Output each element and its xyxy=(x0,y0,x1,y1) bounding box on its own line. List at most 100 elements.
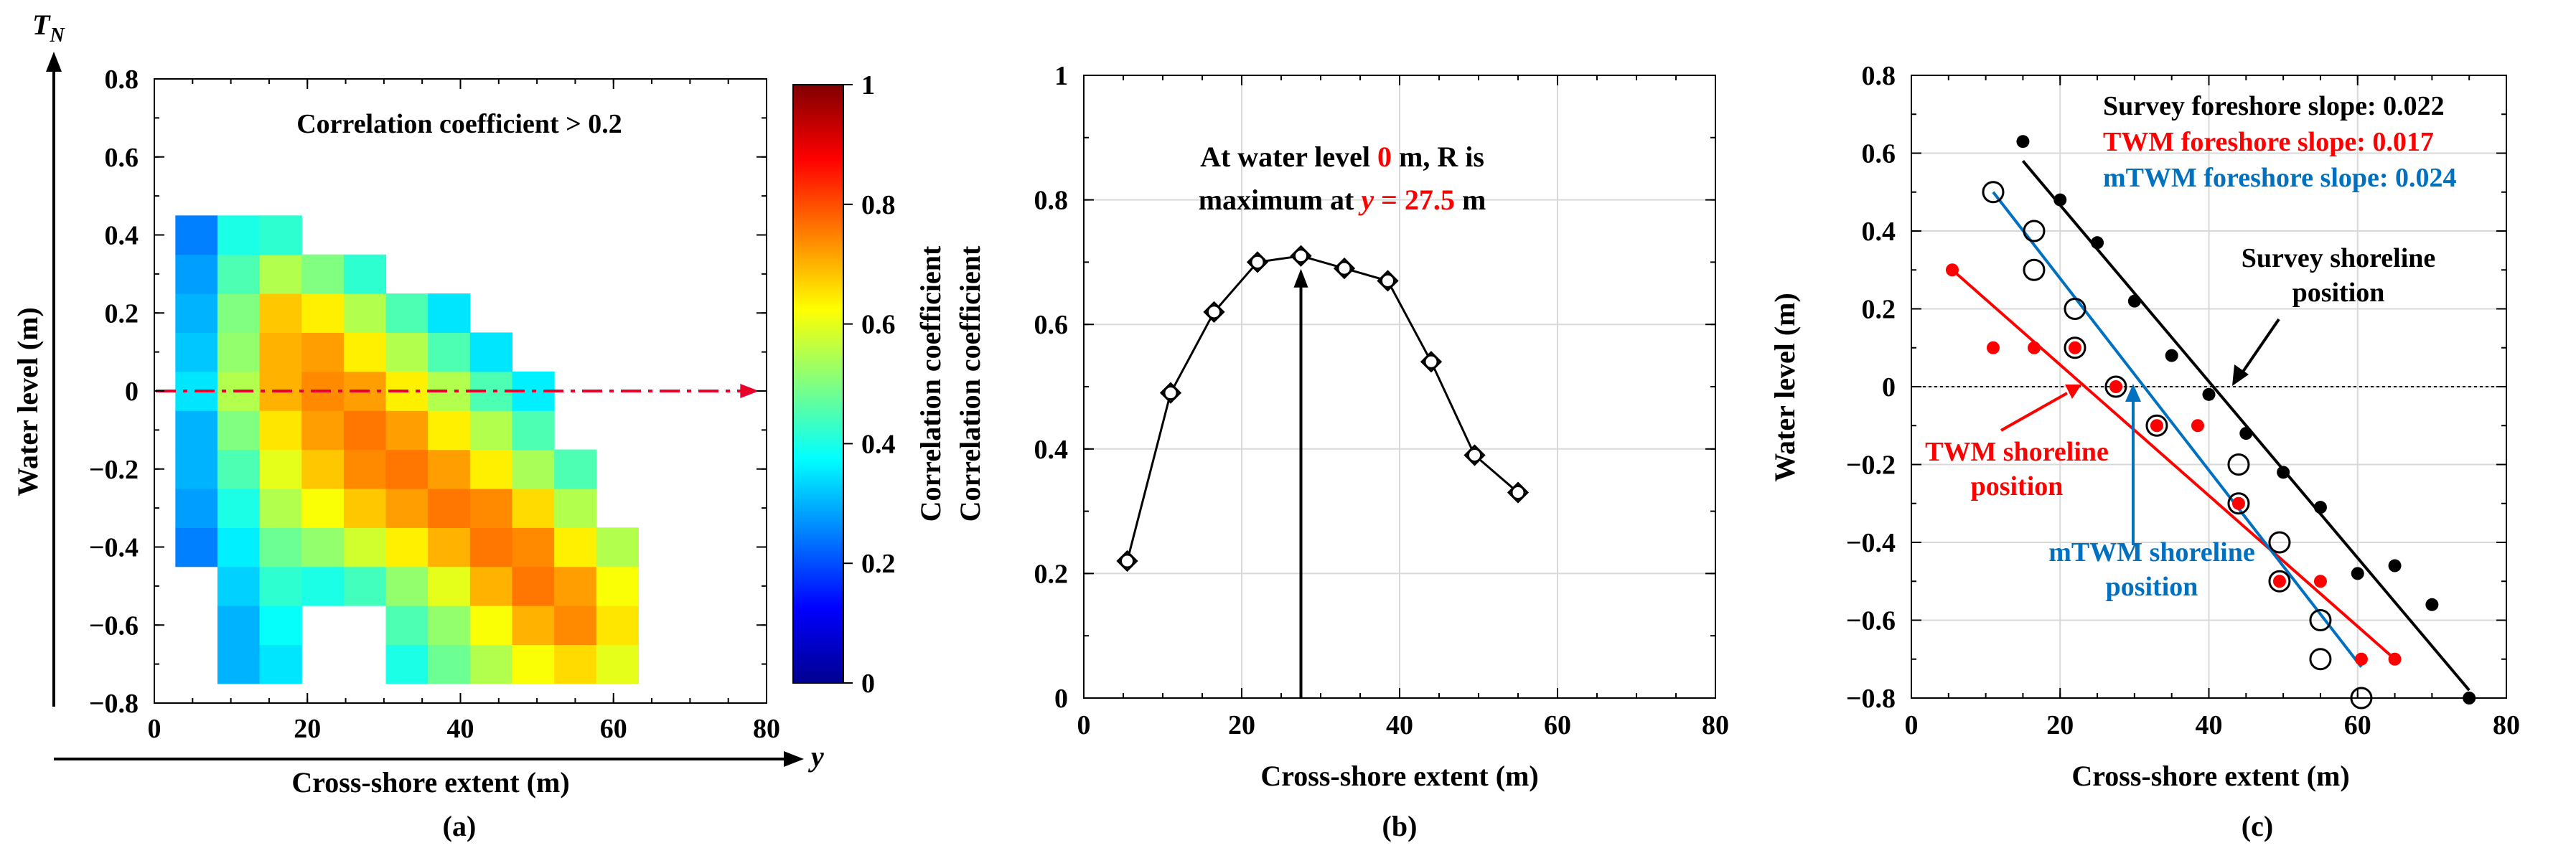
point-twm xyxy=(2191,419,2204,433)
heatmap-cell xyxy=(385,449,428,489)
heatmap-cell xyxy=(428,488,471,528)
mtwm-shoreline-label: mTWM shoreline position xyxy=(2048,537,2254,602)
colorbar-gradient xyxy=(792,84,844,684)
panel-c: 0 20 40 60 80 −0.8 −0.6 −0.4 −0.2 0 0.2 0.4 0.6 0.8 S… xyxy=(1769,61,2520,842)
fit-line-twm xyxy=(1951,268,2396,661)
panel-a-annotation: Correlation coefficient > 0.2 xyxy=(296,109,622,139)
survey-shoreline-arrowhead xyxy=(2232,364,2249,386)
panel-a-xtick-label: 20 xyxy=(294,714,321,744)
panel-b-xtick-label: 40 xyxy=(1386,710,1413,740)
panel-b-marker-ring xyxy=(1380,273,1395,288)
heatmap-cell xyxy=(385,410,428,451)
heatmap-cell xyxy=(343,449,387,489)
point-survey xyxy=(2053,193,2067,207)
heatmap-cell xyxy=(469,488,513,528)
heatmap-cell xyxy=(259,293,302,334)
heatmap-cell xyxy=(259,254,302,294)
x-axis-arrow-label: y xyxy=(808,740,824,773)
panel-c-ytick-label: 0.6 xyxy=(1862,139,1896,169)
heatmap-cell xyxy=(259,644,302,684)
heatmap-cell xyxy=(301,449,345,489)
legend-text-2: mTWM foreshore slope: 0.024 xyxy=(2103,163,2457,193)
heatmap-cell xyxy=(217,566,261,606)
heatmap-cell xyxy=(217,254,261,294)
heatmap-cell xyxy=(469,449,513,489)
panel-c-legend: Survey foreshore slope: 0.022 TWM foresho… xyxy=(2103,91,2457,193)
panel-c-ytick-label: −0.8 xyxy=(1846,684,1896,714)
heatmap-cell xyxy=(428,605,471,646)
panel-b-marker-ring xyxy=(1120,553,1135,569)
panel-b-annotation-line1: At water level 0 m, R is xyxy=(1200,141,1484,173)
point-survey xyxy=(2425,598,2439,611)
point-survey xyxy=(2127,294,2141,308)
heatmap-cell xyxy=(469,605,513,646)
panel-b-annotation-line2: maximum at y = 27.5 m xyxy=(1199,184,1486,216)
heatmap-cell xyxy=(512,449,555,489)
heatmap-cell xyxy=(554,644,597,684)
heatmap-cell xyxy=(385,488,428,528)
point-mtwm xyxy=(2309,609,2332,631)
panel-c-ylabel: Water level (m) xyxy=(1769,293,1801,482)
panel-c-ytick-label: 0 xyxy=(1882,372,1896,402)
heatmap-cell xyxy=(301,332,345,372)
panel-b-ytick-label: 1 xyxy=(1054,61,1068,91)
heatmap-cells xyxy=(175,215,640,684)
panel-b-marker-ring xyxy=(1336,260,1352,276)
panel-a-xlabel: Cross-shore extent (m) xyxy=(291,766,569,798)
point-twm xyxy=(2027,341,2041,354)
panel-c-label: (c) xyxy=(2242,810,2273,842)
colorbar-tick-label: 0.2 xyxy=(861,549,896,579)
point-mtwm xyxy=(2268,570,2291,593)
panel-b-xtick-label: 60 xyxy=(1544,710,1571,740)
heatmap-cell xyxy=(428,644,471,684)
point-twm xyxy=(2354,652,2368,666)
heatmap-cell xyxy=(428,449,471,489)
panel-b-ytick-label: 0.8 xyxy=(1034,186,1069,216)
colorbar-tick-label: 0.4 xyxy=(861,429,896,459)
heatmap-cell xyxy=(343,566,387,606)
heatmap-cell xyxy=(217,644,261,684)
panel-a-ytick-label: −0.2 xyxy=(89,455,139,485)
panel-c-xtick-label: 80 xyxy=(2493,710,2520,740)
colorbar-label: Correlation coefficient xyxy=(914,245,947,522)
heatmap-cell xyxy=(175,293,218,334)
survey-shoreline-label: Survey shoreline position xyxy=(2242,243,2436,308)
twm-shoreline-arrow xyxy=(2000,392,2068,432)
panel-a-xtick-label: 80 xyxy=(753,714,780,744)
panel-c-xtick-label: 20 xyxy=(2046,710,2074,740)
point-survey xyxy=(2313,501,2327,514)
heatmap-cell xyxy=(512,605,555,646)
point-survey xyxy=(2463,692,2476,704)
panel-c-ytick-label: −0.2 xyxy=(1846,451,1896,481)
panel-b-annotation-zero: 0 xyxy=(1377,141,1392,173)
heatmap-cell xyxy=(428,293,471,334)
colorbar-tick-label: 0.6 xyxy=(861,310,896,340)
colorbar-label-repeat: Correlation coefficient xyxy=(954,245,986,522)
heatmap-cell xyxy=(175,410,218,451)
point-mtwm xyxy=(2227,492,2250,515)
panel-a-zero-line-arrowhead xyxy=(740,384,759,398)
heatmap-cell xyxy=(428,566,471,606)
point-twm xyxy=(1986,341,2000,354)
heatmap-cell xyxy=(217,605,261,646)
heatmap-cell xyxy=(428,527,471,567)
panel-a-xtick-label: 60 xyxy=(600,714,627,744)
heatmap-cell xyxy=(554,488,597,528)
mtwm-shoreline-arrowhead xyxy=(2125,384,2141,402)
panel-b-xlabel: Cross-shore extent (m) xyxy=(1260,760,1538,792)
panel-b-ytick-label: 0 xyxy=(1054,684,1068,714)
panel-b-marker-ring xyxy=(1250,254,1265,270)
heatmap-cell xyxy=(343,254,387,294)
twm-shoreline-arrowhead xyxy=(2065,385,2081,399)
heatmap-cell xyxy=(217,332,261,372)
heatmap-cell xyxy=(385,332,428,372)
panel-b-marker-ring xyxy=(1293,248,1308,264)
heatmap-cell xyxy=(385,605,428,646)
heatmap-cell xyxy=(175,332,218,372)
point-survey xyxy=(2091,236,2104,250)
heatmap-cell xyxy=(259,449,302,489)
point-twm xyxy=(2313,575,2327,588)
heatmap-cell xyxy=(343,488,387,528)
point-mtwm xyxy=(2309,648,2332,671)
panel-a-ytick-label: −0.6 xyxy=(89,611,139,641)
